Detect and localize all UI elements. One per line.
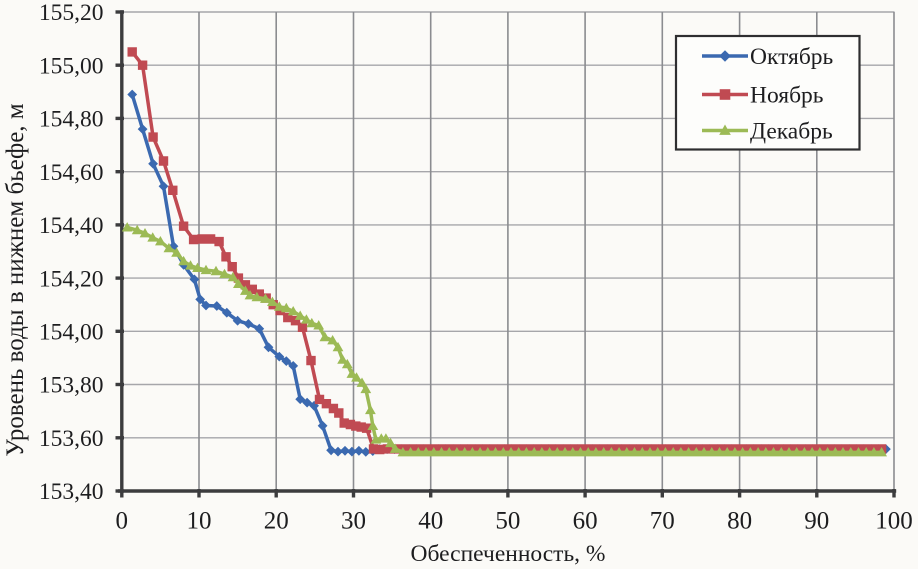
svg-text:100: 100	[875, 508, 913, 535]
svg-text:50: 50	[495, 508, 520, 535]
svg-text:154,20: 154,20	[39, 266, 104, 292]
svg-text:155,20: 155,20	[39, 0, 104, 26]
svg-text:Декабрь: Декабрь	[750, 119, 833, 145]
svg-text:30: 30	[341, 508, 366, 535]
svg-text:40: 40	[418, 508, 443, 535]
svg-text:153,80: 153,80	[39, 373, 104, 399]
svg-text:155,00: 155,00	[39, 53, 104, 79]
svg-text:154,60: 154,60	[39, 160, 104, 186]
svg-text:154,00: 154,00	[39, 320, 104, 346]
svg-text:Октябрь: Октябрь	[750, 44, 833, 70]
svg-text:Уровень воды в нижнем бьефе, м: Уровень воды в нижнем бьефе, м	[2, 103, 29, 456]
svg-text:154,40: 154,40	[39, 213, 104, 239]
svg-text:80: 80	[727, 508, 752, 535]
svg-text:Ноябрь: Ноябрь	[750, 83, 824, 109]
svg-text:10: 10	[187, 508, 212, 535]
svg-text:70: 70	[650, 508, 675, 535]
svg-text:153,40: 153,40	[39, 479, 104, 505]
svg-text:0: 0	[116, 508, 129, 535]
svg-text:Обеспеченность, %: Обеспеченность, %	[411, 541, 606, 567]
svg-text:90: 90	[804, 508, 829, 535]
svg-text:154,80: 154,80	[39, 107, 104, 133]
svg-text:20: 20	[264, 508, 289, 535]
svg-text:60: 60	[573, 508, 598, 535]
svg-text:153,60: 153,60	[39, 426, 104, 452]
